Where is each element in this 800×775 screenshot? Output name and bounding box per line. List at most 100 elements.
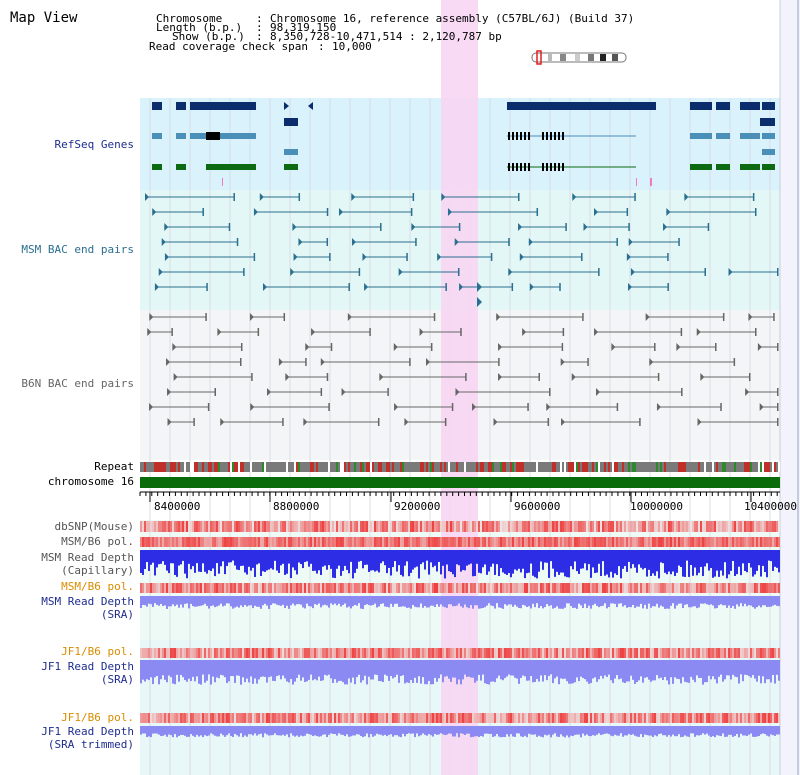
heat-mark — [738, 583, 740, 593]
heat-mark — [174, 648, 176, 658]
heat-mark — [310, 583, 312, 593]
bac-end — [565, 223, 567, 231]
depth-bar — [596, 550, 598, 573]
depth-bar — [762, 660, 764, 677]
repeat-mark — [356, 462, 358, 472]
depth-bar — [360, 660, 362, 683]
track-label-jf1-b6-pol-2[interactable]: JF1/B6 pol. — [61, 711, 134, 724]
heat-mark — [678, 521, 680, 532]
heat-mark — [394, 583, 396, 593]
heat-mark — [518, 537, 520, 547]
heat-mark — [258, 648, 260, 658]
heat-mark — [368, 583, 370, 593]
bac-end — [358, 268, 361, 276]
repeat-mark — [570, 462, 572, 472]
depth-bar — [654, 660, 656, 681]
track-label-jf1-b6-pol[interactable]: JF1/B6 pol. — [61, 645, 134, 658]
track-label-refseq[interactable]: RefSeq Genes — [54, 138, 134, 151]
track-label-chromosome[interactable]: chromosome 16 — [47, 475, 134, 488]
repeat-mark — [276, 462, 278, 472]
bac-end — [293, 253, 298, 261]
heat-mark — [510, 537, 512, 547]
depth-bar — [200, 596, 202, 606]
heat-mark — [448, 648, 450, 658]
depth-bar — [176, 660, 178, 675]
repeat-mark — [546, 462, 548, 472]
repeat-mark — [348, 462, 350, 472]
depth-bar — [144, 550, 146, 570]
repeat-mark — [498, 462, 500, 472]
repeat-mark — [706, 462, 708, 472]
depth-bar — [404, 726, 406, 737]
bac-end — [667, 283, 669, 291]
heat-mark — [528, 648, 530, 658]
heat-mark — [294, 648, 296, 658]
heat-mark — [236, 583, 238, 593]
repeat-mark — [742, 462, 744, 472]
heat-mark — [292, 521, 294, 532]
repeat-mark — [430, 462, 432, 472]
bac-end — [154, 283, 159, 291]
heat-mark — [778, 648, 780, 658]
bac-end — [411, 223, 416, 231]
track-label-msm-read-depth-sra[interactable]: MSM Read Depth — [41, 595, 134, 608]
depth-bar — [730, 596, 732, 608]
repeat-mark — [732, 462, 734, 472]
depth-bar — [634, 550, 636, 568]
track-label-repeat[interactable]: Repeat — [94, 460, 134, 473]
repeat-mark — [312, 462, 314, 472]
heat-mark — [610, 521, 612, 532]
track-label-b6n-bac[interactable]: B6N BAC end pairs — [21, 377, 134, 390]
heat-mark — [762, 521, 764, 532]
track-label-dbsnp[interactable]: dbSNP(Mouse) — [54, 520, 134, 533]
heat-mark — [162, 583, 164, 593]
exon — [516, 132, 518, 140]
heat-mark — [448, 583, 450, 593]
depth-bar — [568, 660, 570, 684]
axis-tick-label: 9200000 — [394, 500, 441, 513]
depth-bar — [766, 726, 768, 736]
heat-mark — [546, 713, 548, 723]
repeat-mark — [568, 462, 570, 472]
depth-bar — [394, 660, 396, 678]
bac-end — [320, 388, 323, 396]
heat-mark — [300, 537, 302, 547]
heat-mark — [246, 583, 248, 593]
track-label-msm-b6-pol[interactable]: MSM/B6 pol. — [61, 535, 134, 548]
heat-mark — [194, 521, 196, 532]
depth-bar — [714, 596, 716, 609]
depth-bar — [322, 660, 324, 681]
track-label-jf1-read-depth[interactable]: JF1 Read Depth — [41, 660, 134, 673]
gene-tick — [222, 178, 223, 186]
heat-mark — [214, 648, 216, 658]
bac-end — [458, 223, 461, 231]
depth-bar — [292, 726, 294, 736]
repeat-mark — [350, 462, 352, 472]
depth-bar — [694, 660, 696, 683]
depth-bar — [474, 550, 476, 577]
track-label-msm-b6-pol-2[interactable]: MSM/B6 pol. — [61, 580, 134, 593]
depth-bar — [546, 660, 548, 681]
depth-bar — [270, 726, 272, 736]
repeat-mark — [354, 462, 356, 472]
depth-bar — [684, 660, 686, 682]
heat-mark — [342, 521, 344, 532]
heat-mark — [502, 713, 504, 723]
track-label-msm-bac[interactable]: MSM BAC end pairs — [21, 243, 134, 256]
heat-mark — [306, 537, 308, 547]
heat-mark — [482, 537, 484, 547]
track-label-msm-read-depth[interactable]: MSM Read Depth — [41, 551, 134, 564]
heat-mark — [156, 648, 158, 658]
depth-bar — [156, 660, 158, 676]
heat-mark — [684, 583, 686, 593]
heat-mark — [222, 713, 224, 723]
heat-mark — [652, 521, 654, 532]
depth-bar — [240, 550, 242, 566]
track-label-jf1-read-depth-2[interactable]: JF1 Read Depth — [41, 725, 134, 738]
bac-end — [626, 208, 629, 216]
repeat-mark — [186, 462, 188, 472]
heat-mark — [388, 521, 390, 532]
heat-mark — [758, 521, 760, 532]
depth-bar — [620, 550, 622, 579]
heat-mark — [160, 537, 162, 547]
